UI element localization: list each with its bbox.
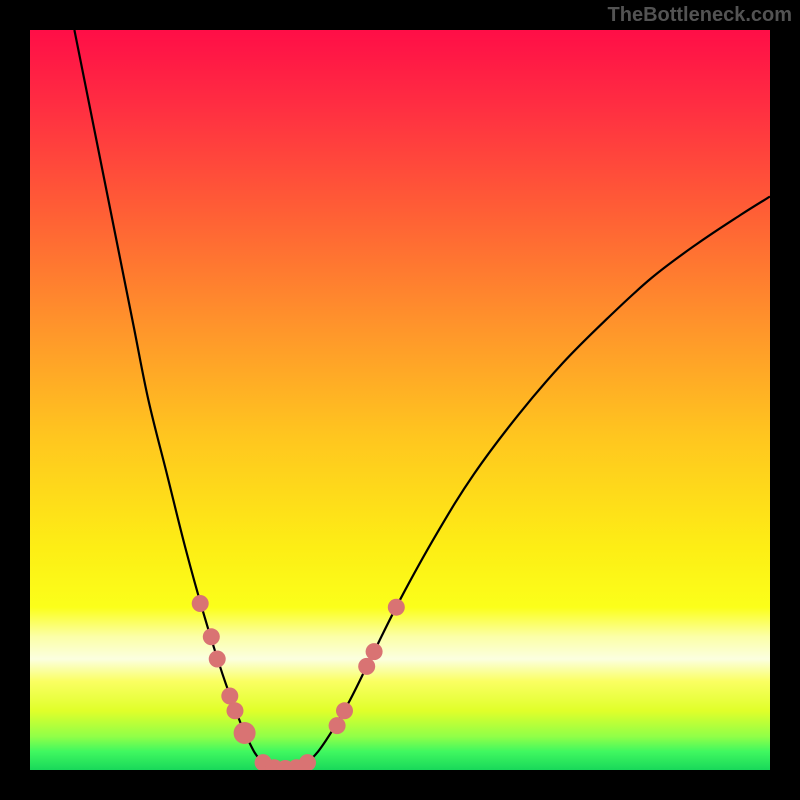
data-dot: [299, 754, 316, 771]
data-dot: [226, 702, 243, 719]
data-dot: [234, 722, 256, 744]
watermark-text: TheBottleneck.com: [608, 4, 792, 27]
data-dot: [221, 688, 238, 705]
bottleneck-chart: [0, 0, 800, 800]
data-dot: [336, 702, 353, 719]
chart-container: TheBottleneck.com: [0, 0, 800, 800]
data-dot: [388, 599, 405, 616]
data-dot: [203, 628, 220, 645]
data-dot: [209, 651, 226, 668]
data-dot: [329, 717, 346, 734]
data-dot: [366, 643, 383, 660]
data-dot: [358, 658, 375, 675]
plot-gradient-bg: [30, 30, 770, 770]
data-dot: [192, 595, 209, 612]
